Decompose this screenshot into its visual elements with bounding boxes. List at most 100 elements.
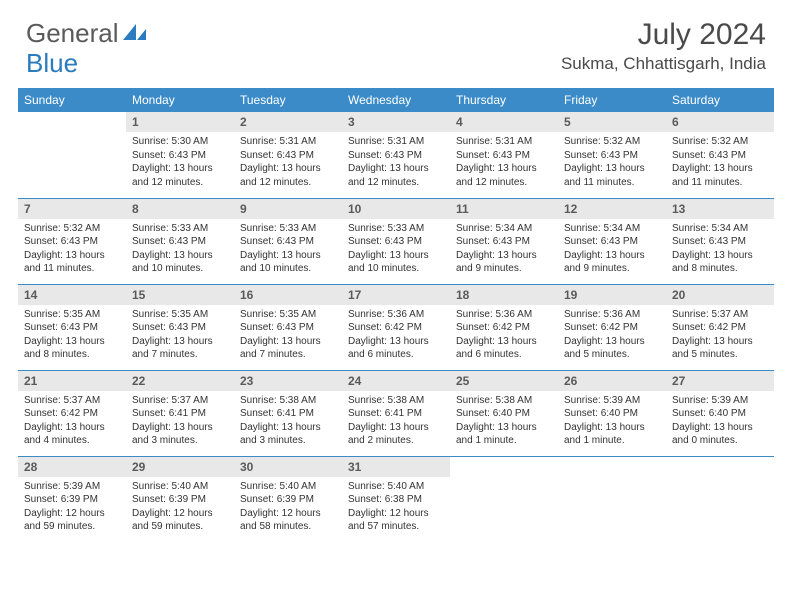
- day-info: Sunrise: 5:37 AMSunset: 6:42 PMDaylight:…: [18, 391, 126, 452]
- day-number: 17: [342, 285, 450, 305]
- day-number: 13: [666, 199, 774, 219]
- day-info: Sunrise: 5:39 AMSunset: 6:39 PMDaylight:…: [18, 477, 126, 538]
- day-number: 11: [450, 199, 558, 219]
- day-info: Sunrise: 5:39 AMSunset: 6:40 PMDaylight:…: [558, 391, 666, 452]
- calendar-day-cell: [558, 456, 666, 542]
- calendar-day-cell: 4Sunrise: 5:31 AMSunset: 6:43 PMDaylight…: [450, 112, 558, 198]
- day-info: Sunrise: 5:34 AMSunset: 6:43 PMDaylight:…: [450, 219, 558, 280]
- day-info: Sunrise: 5:36 AMSunset: 6:42 PMDaylight:…: [450, 305, 558, 366]
- logo: General: [26, 18, 151, 49]
- calendar-day-cell: 17Sunrise: 5:36 AMSunset: 6:42 PMDayligh…: [342, 284, 450, 370]
- calendar-day-cell: [18, 112, 126, 198]
- calendar-day-cell: 23Sunrise: 5:38 AMSunset: 6:41 PMDayligh…: [234, 370, 342, 456]
- weekday-header: Tuesday: [234, 88, 342, 112]
- day-number: 25: [450, 371, 558, 391]
- day-number: 31: [342, 457, 450, 477]
- day-number: 21: [18, 371, 126, 391]
- weekday-header: Saturday: [666, 88, 774, 112]
- calendar-day-cell: 19Sunrise: 5:36 AMSunset: 6:42 PMDayligh…: [558, 284, 666, 370]
- calendar-day-cell: 12Sunrise: 5:34 AMSunset: 6:43 PMDayligh…: [558, 198, 666, 284]
- calendar-day-cell: 25Sunrise: 5:38 AMSunset: 6:40 PMDayligh…: [450, 370, 558, 456]
- calendar-day-cell: 11Sunrise: 5:34 AMSunset: 6:43 PMDayligh…: [450, 198, 558, 284]
- day-number: 15: [126, 285, 234, 305]
- day-number: 29: [126, 457, 234, 477]
- day-number: 23: [234, 371, 342, 391]
- logo-word1: General: [26, 18, 119, 49]
- day-number: 7: [18, 199, 126, 219]
- day-info: Sunrise: 5:40 AMSunset: 6:38 PMDaylight:…: [342, 477, 450, 538]
- day-info: Sunrise: 5:40 AMSunset: 6:39 PMDaylight:…: [126, 477, 234, 538]
- day-info: Sunrise: 5:30 AMSunset: 6:43 PMDaylight:…: [126, 132, 234, 193]
- day-number: 1: [126, 112, 234, 132]
- day-info: Sunrise: 5:36 AMSunset: 6:42 PMDaylight:…: [342, 305, 450, 366]
- day-number: 4: [450, 112, 558, 132]
- weekday-header: Friday: [558, 88, 666, 112]
- calendar-day-cell: [666, 456, 774, 542]
- calendar-day-cell: 31Sunrise: 5:40 AMSunset: 6:38 PMDayligh…: [342, 456, 450, 542]
- day-info: Sunrise: 5:33 AMSunset: 6:43 PMDaylight:…: [126, 219, 234, 280]
- logo-word2: Blue: [26, 48, 78, 79]
- day-info: Sunrise: 5:38 AMSunset: 6:40 PMDaylight:…: [450, 391, 558, 452]
- day-number: 8: [126, 199, 234, 219]
- calendar-day-cell: 6Sunrise: 5:32 AMSunset: 6:43 PMDaylight…: [666, 112, 774, 198]
- weekday-header: Wednesday: [342, 88, 450, 112]
- calendar-day-cell: 9Sunrise: 5:33 AMSunset: 6:43 PMDaylight…: [234, 198, 342, 284]
- calendar-day-cell: 15Sunrise: 5:35 AMSunset: 6:43 PMDayligh…: [126, 284, 234, 370]
- day-number: 10: [342, 199, 450, 219]
- day-number: 16: [234, 285, 342, 305]
- day-number: 28: [18, 457, 126, 477]
- day-number: 3: [342, 112, 450, 132]
- calendar-week-row: 1Sunrise: 5:30 AMSunset: 6:43 PMDaylight…: [18, 112, 774, 198]
- calendar-day-cell: 24Sunrise: 5:38 AMSunset: 6:41 PMDayligh…: [342, 370, 450, 456]
- calendar-day-cell: 18Sunrise: 5:36 AMSunset: 6:42 PMDayligh…: [450, 284, 558, 370]
- calendar-day-cell: 16Sunrise: 5:35 AMSunset: 6:43 PMDayligh…: [234, 284, 342, 370]
- day-info: Sunrise: 5:37 AMSunset: 6:42 PMDaylight:…: [666, 305, 774, 366]
- day-info: Sunrise: 5:34 AMSunset: 6:43 PMDaylight:…: [558, 219, 666, 280]
- title-block: July 2024 Sukma, Chhattisgarh, India: [561, 18, 766, 74]
- month-title: July 2024: [561, 18, 766, 52]
- calendar-day-cell: 13Sunrise: 5:34 AMSunset: 6:43 PMDayligh…: [666, 198, 774, 284]
- day-info: Sunrise: 5:32 AMSunset: 6:43 PMDaylight:…: [558, 132, 666, 193]
- calendar-day-cell: 8Sunrise: 5:33 AMSunset: 6:43 PMDaylight…: [126, 198, 234, 284]
- calendar-day-cell: 2Sunrise: 5:31 AMSunset: 6:43 PMDaylight…: [234, 112, 342, 198]
- day-number: 18: [450, 285, 558, 305]
- day-number: 26: [558, 371, 666, 391]
- location: Sukma, Chhattisgarh, India: [561, 54, 766, 74]
- day-number: 27: [666, 371, 774, 391]
- day-info: Sunrise: 5:40 AMSunset: 6:39 PMDaylight:…: [234, 477, 342, 538]
- day-info: Sunrise: 5:32 AMSunset: 6:43 PMDaylight:…: [18, 219, 126, 280]
- calendar-day-cell: [450, 456, 558, 542]
- day-number: 9: [234, 199, 342, 219]
- day-info: Sunrise: 5:35 AMSunset: 6:43 PMDaylight:…: [234, 305, 342, 366]
- calendar-week-row: 7Sunrise: 5:32 AMSunset: 6:43 PMDaylight…: [18, 198, 774, 284]
- day-number: 20: [666, 285, 774, 305]
- day-number: 5: [558, 112, 666, 132]
- day-info: Sunrise: 5:31 AMSunset: 6:43 PMDaylight:…: [342, 132, 450, 193]
- calendar-body: 1Sunrise: 5:30 AMSunset: 6:43 PMDaylight…: [18, 112, 774, 542]
- day-number: 22: [126, 371, 234, 391]
- calendar-day-cell: 30Sunrise: 5:40 AMSunset: 6:39 PMDayligh…: [234, 456, 342, 542]
- day-info: Sunrise: 5:36 AMSunset: 6:42 PMDaylight:…: [558, 305, 666, 366]
- calendar-day-cell: 1Sunrise: 5:30 AMSunset: 6:43 PMDaylight…: [126, 112, 234, 198]
- calendar-day-cell: 10Sunrise: 5:33 AMSunset: 6:43 PMDayligh…: [342, 198, 450, 284]
- day-info: Sunrise: 5:35 AMSunset: 6:43 PMDaylight:…: [126, 305, 234, 366]
- calendar-day-cell: 3Sunrise: 5:31 AMSunset: 6:43 PMDaylight…: [342, 112, 450, 198]
- day-info: Sunrise: 5:37 AMSunset: 6:41 PMDaylight:…: [126, 391, 234, 452]
- day-info: Sunrise: 5:35 AMSunset: 6:43 PMDaylight:…: [18, 305, 126, 366]
- day-number: 14: [18, 285, 126, 305]
- calendar-week-row: 28Sunrise: 5:39 AMSunset: 6:39 PMDayligh…: [18, 456, 774, 542]
- calendar-week-row: 21Sunrise: 5:37 AMSunset: 6:42 PMDayligh…: [18, 370, 774, 456]
- day-number: 6: [666, 112, 774, 132]
- calendar-day-cell: 20Sunrise: 5:37 AMSunset: 6:42 PMDayligh…: [666, 284, 774, 370]
- day-number: 24: [342, 371, 450, 391]
- day-info: Sunrise: 5:34 AMSunset: 6:43 PMDaylight:…: [666, 219, 774, 280]
- day-info: Sunrise: 5:38 AMSunset: 6:41 PMDaylight:…: [342, 391, 450, 452]
- weekday-header: Thursday: [450, 88, 558, 112]
- logo-sail-icon: [123, 18, 149, 49]
- calendar-day-cell: 21Sunrise: 5:37 AMSunset: 6:42 PMDayligh…: [18, 370, 126, 456]
- weekday-header: Monday: [126, 88, 234, 112]
- calendar-table: SundayMondayTuesdayWednesdayThursdayFrid…: [18, 88, 774, 542]
- calendar-day-cell: 26Sunrise: 5:39 AMSunset: 6:40 PMDayligh…: [558, 370, 666, 456]
- weekday-header-row: SundayMondayTuesdayWednesdayThursdayFrid…: [18, 88, 774, 112]
- weekday-header: Sunday: [18, 88, 126, 112]
